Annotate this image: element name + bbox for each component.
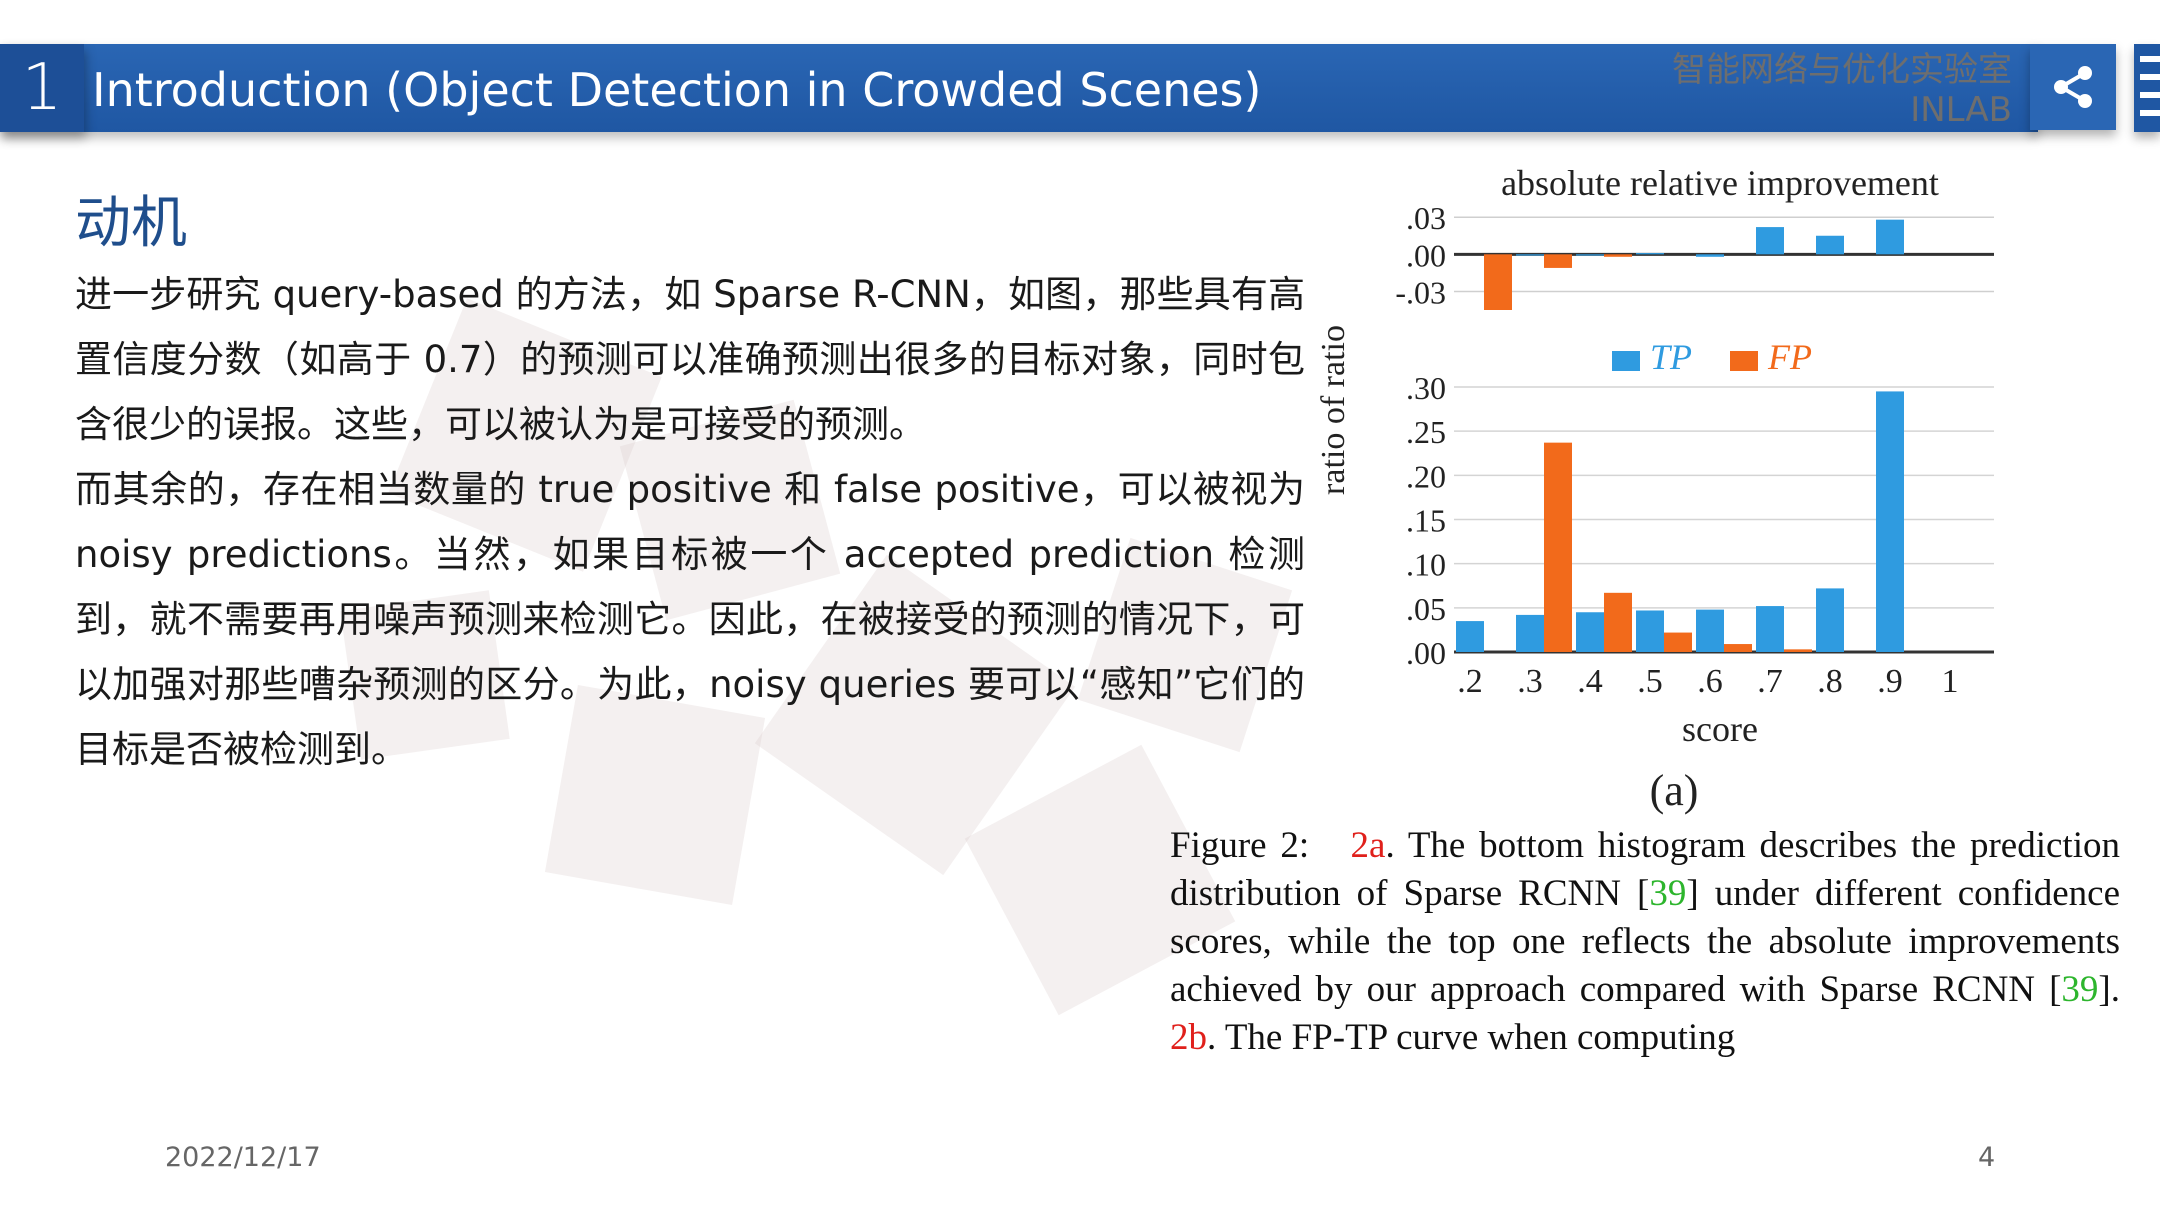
x-tick-label: .3 <box>1517 663 1543 700</box>
x-tick-label: .9 <box>1877 663 1903 700</box>
slide-title: Introduction (Object Detection in Crowde… <box>92 63 1262 117</box>
bar-tp <box>1576 612 1604 652</box>
bar-tp <box>1876 391 1904 652</box>
caption-citation-1[interactable]: 39 <box>1649 873 1687 914</box>
figure-image: absolute relative improvement ratio of r… <box>1314 155 2160 815</box>
bar-tp <box>1876 219 1904 255</box>
y-tick-label: .30 <box>1406 370 1446 406</box>
bar-tp <box>1576 254 1604 256</box>
section-number: 1 <box>0 44 84 132</box>
bar-tp <box>1756 606 1784 652</box>
lab-name-en: INLAB <box>1910 90 2012 130</box>
x-tick-label: 1 <box>1942 663 1959 700</box>
paragraph-1: 进一步研究 query-based 的方法，如 Sparse R-CNN，如图，… <box>75 273 1305 446</box>
y-tick-label: .00 <box>1406 635 1446 671</box>
page-number: 4 <box>1978 1142 1996 1173</box>
paragraph-2: 而其余的，存在相当数量的 true positive 和 false posit… <box>75 468 1305 771</box>
bar-tp <box>1756 227 1784 255</box>
x-axis-label: score <box>1682 709 1758 749</box>
y-tick-label: .15 <box>1406 503 1446 539</box>
top-plot: .03.00-.03 <box>1395 200 1994 310</box>
legend-label-fp: FP <box>1767 337 1812 377</box>
caption-text-4: . The FP-TP curve when computing <box>1207 1017 1736 1058</box>
footer-date: 2022/12/17 <box>165 1142 321 1173</box>
bar-tp <box>1816 588 1844 652</box>
caption-figure-label: Figure 2: <box>1170 825 1310 866</box>
share-button[interactable] <box>2030 44 2116 130</box>
caption-ref-2a[interactable]: 2a <box>1350 825 1386 866</box>
legend-swatch-fp <box>1730 351 1758 371</box>
y-tick-label: .05 <box>1406 591 1446 627</box>
y-tick-label: .25 <box>1406 414 1446 450</box>
legend: TP FP <box>1612 337 1812 377</box>
header-bar <box>0 44 2038 132</box>
legend-swatch-tp <box>1612 351 1640 371</box>
bar-tp <box>1516 254 1544 256</box>
section-heading: 动机 <box>75 191 187 256</box>
bar-tp <box>1516 614 1544 652</box>
lab-name-cn: 智能网络与优化实验室 <box>1672 50 2012 90</box>
bar-tp <box>1636 610 1664 652</box>
bar-tp <box>1636 253 1664 255</box>
bar-fp <box>1784 649 1812 652</box>
legend-label-tp: TP <box>1650 337 1692 377</box>
bar-tp <box>1696 609 1724 652</box>
caption-text-3: ]. <box>2098 969 2120 1010</box>
lab-brand: 智能网络与优化实验室 INLAB <box>1672 50 2012 130</box>
x-tick-label: .8 <box>1817 663 1843 700</box>
bar-fp <box>1484 254 1512 310</box>
y-tick-label: .10 <box>1406 547 1446 583</box>
menu-icon[interactable] <box>2134 44 2160 132</box>
chart-top-title: absolute relative improvement <box>1501 163 1939 203</box>
bar-tp <box>1696 254 1724 257</box>
panel-label: (a) <box>1650 766 1699 815</box>
bar-chart: absolute relative improvement ratio of r… <box>1315 163 1994 815</box>
y-tick-label: -.03 <box>1395 274 1446 310</box>
x-tick-label: .5 <box>1637 663 1663 700</box>
bar-fp <box>1664 632 1692 652</box>
caption-citation-2[interactable]: 39 <box>2061 969 2099 1010</box>
bar-fp <box>1724 644 1752 652</box>
body-text: 进一步研究 query-based 的方法，如 Sparse R-CNN，如图，… <box>75 262 1305 782</box>
caption-ref-2b[interactable]: 2b <box>1170 1017 1207 1058</box>
y-tick-label: .03 <box>1406 200 1446 236</box>
caption-text-2: ] under different confidence scores, whi… <box>1170 873 2120 1010</box>
bottom-plot: .30 .25 .20 .15 .10 .05 .00 .2 .3 .4 .5 .6 .7 .8 .9 1 <box>1406 370 1994 700</box>
bar-tp <box>1816 235 1844 255</box>
x-tick-label: .7 <box>1757 663 1783 700</box>
y-axis-label: ratio of ratio <box>1315 325 1352 495</box>
bar-fp <box>1604 254 1632 257</box>
y-tick-label: .00 <box>1406 237 1446 273</box>
x-tick-label: .4 <box>1577 663 1603 700</box>
x-tick-label: .2 <box>1457 663 1483 700</box>
bar-fp <box>1604 592 1632 652</box>
y-tick-label: .20 <box>1406 458 1446 494</box>
bar-fp <box>1544 254 1572 268</box>
share-icon <box>2054 66 2092 108</box>
bar-tp <box>1456 621 1484 652</box>
caption-text-1: . The bottom histogram describes the pre… <box>1170 825 2120 914</box>
x-tick-label: .6 <box>1697 663 1723 700</box>
bar-fp <box>1544 442 1572 652</box>
figure-caption: Figure 2: 2a. The bottom histogram descr… <box>1170 822 2120 1062</box>
